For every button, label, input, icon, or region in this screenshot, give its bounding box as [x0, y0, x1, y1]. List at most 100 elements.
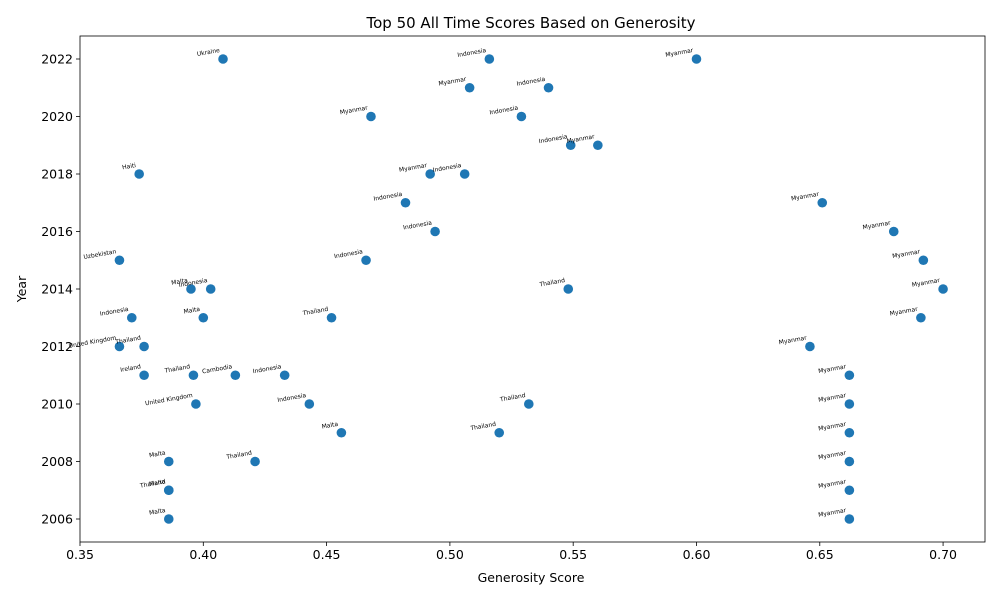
- data-point: [191, 399, 201, 409]
- data-point: [844, 399, 855, 409]
- data-point: [134, 169, 144, 179]
- data-point: [400, 197, 411, 208]
- x-tick-label: 0.40: [189, 547, 217, 562]
- point-label: Myanmar: [862, 219, 892, 231]
- point-label: Uzbekistan: [83, 248, 117, 261]
- point-label: Ireland: [120, 363, 142, 374]
- data-point: [805, 341, 815, 352]
- data-point: [691, 54, 702, 64]
- point-label: Haiti: [122, 162, 137, 171]
- data-point: [459, 169, 470, 179]
- point-label: Thailand: [538, 277, 566, 289]
- data-point: [114, 255, 125, 266]
- y-tick-label: 2006: [41, 512, 73, 527]
- data-point: [565, 140, 576, 151]
- point-label: Myanmar: [818, 449, 848, 461]
- y-axis-title: Year: [14, 275, 29, 303]
- data-point: [198, 312, 209, 323]
- data-point: [163, 485, 174, 496]
- data-point: [366, 111, 376, 122]
- point-label: Indonesia: [277, 392, 307, 404]
- x-tick-label: 0.50: [436, 547, 464, 562]
- data-point: [844, 370, 855, 381]
- plot-area-frame: [79, 35, 986, 543]
- y-tick-label: 2008: [41, 454, 73, 469]
- point-label: Myanmar: [911, 277, 941, 289]
- data-point: [430, 226, 440, 237]
- x-axis-title: Generosity Score: [478, 570, 585, 585]
- point-label: United Kingdom: [68, 335, 117, 350]
- data-point: [279, 370, 290, 381]
- data-point: [336, 427, 347, 438]
- data-point: [844, 514, 855, 524]
- data-point: [494, 427, 505, 438]
- data-points: [114, 54, 948, 524]
- point-label: Malta: [149, 478, 167, 488]
- data-point: [218, 54, 228, 64]
- point-label: Myanmar: [399, 162, 429, 174]
- data-point: [126, 312, 137, 323]
- point-label: Myanmar: [791, 191, 821, 203]
- point-label: Indonesia: [373, 191, 403, 203]
- x-tick-label: 0.65: [806, 547, 834, 562]
- chart-title: Top 50 All Time Scores Based on Generosi…: [366, 14, 696, 32]
- point-label: Indonesia: [99, 306, 129, 318]
- point-label: Thailand: [469, 421, 497, 433]
- point-label: Malta: [171, 277, 189, 287]
- data-point: [817, 197, 828, 208]
- point-label: Thailand: [499, 392, 527, 404]
- point-label: Thailand: [114, 335, 142, 347]
- data-point: [938, 284, 948, 294]
- x-tick-label: 0.35: [66, 547, 94, 562]
- point-label: Indonesia: [178, 277, 208, 289]
- data-point: [188, 370, 199, 381]
- y-tick-label: 2018: [41, 167, 73, 182]
- data-point: [250, 456, 260, 467]
- data-point: [593, 140, 603, 151]
- data-point: [844, 427, 855, 438]
- point-label: Myanmar: [892, 248, 922, 260]
- point-label: Indonesia: [516, 76, 546, 88]
- y-tick-label: 2014: [41, 282, 73, 297]
- point-label: Malta: [183, 306, 201, 316]
- point-label: Myanmar: [818, 363, 848, 375]
- y-tick-label: 2012: [41, 339, 73, 354]
- point-label: Thailand: [139, 478, 167, 490]
- y-tick-label: 2016: [41, 224, 73, 239]
- point-label: Indonesia: [432, 162, 462, 174]
- y-axis-ticks: 2006 2008 2010 2012 2014 2016 2018 2020 2022: [41, 52, 80, 527]
- data-point: [425, 169, 435, 179]
- point-label: Myanmar: [339, 104, 369, 116]
- y-tick-label: 2020: [41, 109, 73, 124]
- point-label: Myanmar: [818, 421, 848, 433]
- x-tick-label: 0.60: [683, 547, 711, 562]
- data-point: [844, 485, 855, 496]
- point-label: Malta: [149, 450, 167, 460]
- point-label: Myanmar: [818, 507, 848, 519]
- data-point: [304, 399, 315, 409]
- data-point: [163, 514, 174, 524]
- x-tick-label: 0.70: [929, 547, 957, 562]
- point-label: Myanmar: [778, 334, 808, 346]
- data-point: [916, 312, 926, 323]
- point-label: Myanmar: [665, 47, 695, 59]
- point-label: Indonesia: [252, 363, 282, 375]
- data-point: [326, 312, 337, 323]
- point-label: Indonesia: [334, 248, 364, 260]
- point-label: Thailand: [163, 363, 191, 375]
- point-label: Indonesia: [457, 47, 487, 59]
- point-label: Malta: [321, 421, 339, 431]
- point-label: Myanmar: [889, 306, 919, 318]
- point-label: Indonesia: [489, 105, 519, 117]
- data-point: [563, 284, 574, 294]
- point-label: Thailand: [301, 306, 329, 318]
- data-point: [139, 341, 149, 352]
- data-point: [918, 255, 929, 266]
- data-point: [524, 399, 534, 409]
- data-point: [516, 111, 527, 122]
- data-point: [230, 370, 241, 381]
- data-point: [484, 54, 495, 64]
- point-label: Myanmar: [438, 76, 468, 88]
